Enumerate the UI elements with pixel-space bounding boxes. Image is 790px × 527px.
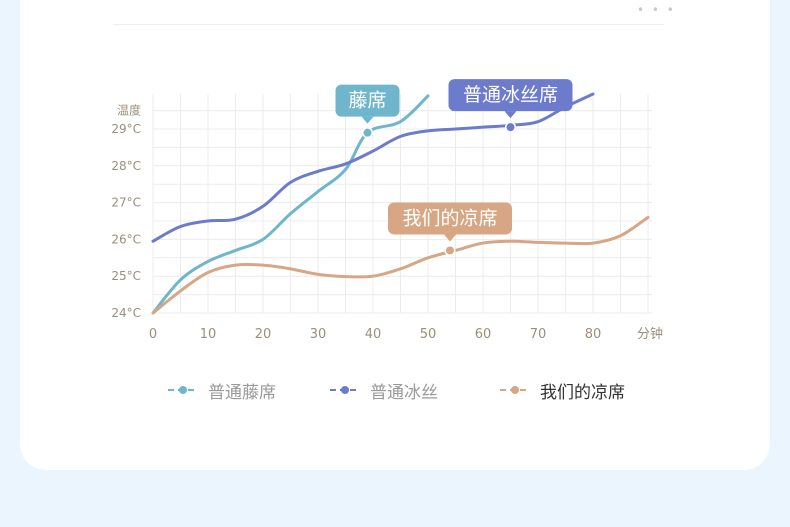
legend-label-ice-silk: 普通冰丝 (370, 382, 438, 403)
callout-bubble (388, 202, 512, 235)
legend-marker-ice-silk (330, 386, 360, 394)
x-tick-label: 70 (530, 327, 547, 342)
callout-rattan: 藤席 (335, 84, 400, 124)
legend-label-ours: 我们的凉席 (540, 382, 625, 403)
callout-bubble (448, 79, 573, 112)
top-divider (113, 24, 664, 25)
series-line-rattan (151, 94, 430, 315)
callout-bubble (335, 84, 400, 117)
legend: 普通藤席 普通冰丝 我们的凉席 (0, 376, 790, 404)
legend-label-rattan: 普通藤席 (208, 382, 276, 403)
legend-item-rattan: 普通藤席 (168, 376, 276, 404)
y-tick-label: 29°C (111, 122, 141, 136)
callout-label: 藤席 (348, 90, 386, 112)
legend-item-ice-silk: 普通冰丝 (330, 376, 438, 404)
x-tick-label: 0 (149, 327, 157, 342)
callout-label: 我们的凉席 (402, 207, 497, 229)
callout-ours: 我们的凉席 (388, 202, 512, 242)
x-tick-label: 30 (310, 327, 327, 342)
x-tick-label: 10 (200, 327, 217, 342)
x-tick-label: 40 (365, 327, 382, 342)
y-tick-label: 24°C (111, 306, 141, 320)
legend-marker-rattan (168, 386, 198, 394)
y-tick-label: 25°C (111, 269, 141, 283)
x-axis-title: 分钟 (637, 326, 663, 342)
legend-item-ours: 我们的凉席 (500, 376, 625, 404)
legend-marker-ours (500, 386, 530, 394)
marker-point-ours (446, 246, 454, 255)
callout-label: 普通冰丝席 (463, 84, 558, 106)
x-tick-label: 60 (475, 327, 492, 342)
marker-point-ice-silk (506, 123, 515, 132)
more-dots-icon: • • • (637, 3, 676, 17)
x-tick-label: 20 (255, 327, 272, 342)
callout-pointer (361, 116, 374, 124)
series-line-ice-silk (151, 92, 595, 243)
series-line-ours (151, 215, 650, 315)
y-tick-label: 26°C (111, 232, 141, 246)
callout-pointer (504, 111, 517, 119)
marker-point-rattan (363, 128, 372, 137)
callout-ice-silk: 普通冰丝席 (448, 79, 573, 119)
callout-pointer (444, 234, 456, 242)
x-tick-label: 80 (585, 327, 602, 342)
chart-card (20, 0, 770, 470)
y-tick-label: 27°C (111, 196, 141, 210)
y-tick-label: 28°C (111, 159, 141, 173)
x-tick-label: 50 (420, 327, 437, 342)
y-axis-title: 温度 (117, 103, 141, 118)
